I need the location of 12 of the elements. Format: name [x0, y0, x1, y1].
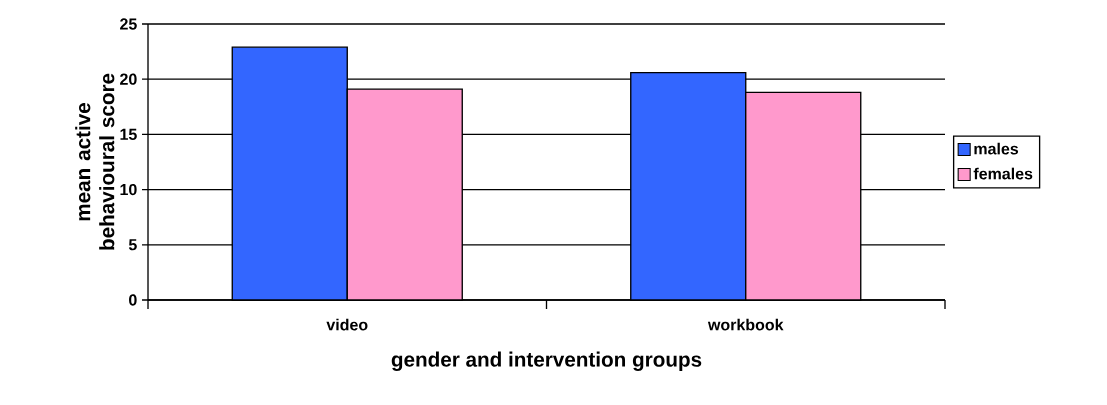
- y-tick-label: 10: [120, 183, 137, 196]
- y-tick-label: 25: [120, 18, 137, 30]
- y-axis-title: mean active behavioural score: [75, 73, 115, 250]
- x-tick-label: video: [326, 318, 368, 331]
- y-tick-label: 15: [120, 128, 137, 140]
- y-tick-label: 5: [128, 239, 137, 251]
- legend-label: males: [974, 142, 1019, 155]
- y-tick-label: 20: [120, 73, 137, 85]
- legend-label: females: [973, 167, 1033, 180]
- y-tick-label: 0: [129, 294, 137, 306]
- x-tick-label: workbook: [707, 318, 784, 331]
- x-axis-title: gender and intervention groups: [391, 351, 702, 371]
